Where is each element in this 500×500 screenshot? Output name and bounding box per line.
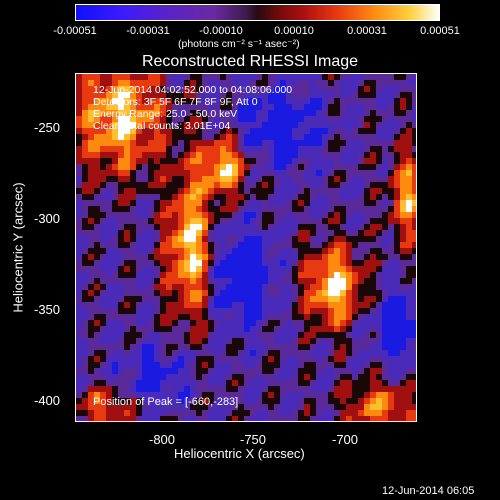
method-counts-text: Clean Total counts: 3.01E+04 — [93, 120, 231, 132]
y-tick-label: -350 — [34, 302, 61, 317]
colorbar — [75, 4, 440, 21]
colorbar-tick: -0.00051 — [53, 25, 97, 37]
x-tick-label: -700 — [331, 432, 359, 447]
colorbar-tick: 0.00010 — [274, 25, 314, 37]
y-tick-label: -400 — [34, 393, 61, 408]
x-axis-label: Heliocentric X (arcsec) — [174, 446, 305, 461]
peak-position-text: Position of Peak = [-660,-283] — [93, 396, 239, 408]
detectors-text: Detectors: 3F 5F 6F 7F 8F 9F, Att 0 — [93, 96, 258, 108]
image-plot-area[interactable] — [75, 73, 417, 422]
colorbar-tick: -0.00031 — [126, 25, 170, 37]
energy-range-text: Energy Range: 25.0 - 50.0 keV — [93, 108, 238, 120]
x-tick-label: -750 — [239, 432, 267, 447]
y-tick-label: -300 — [34, 211, 61, 226]
image-title: Reconstructed RHESSI Image — [141, 53, 359, 70]
colorbar-tick: -0.00010 — [199, 25, 243, 37]
colorbar-tick: 0.00051 — [420, 25, 460, 37]
x-tick-label: -800 — [148, 432, 176, 447]
y-axis-label: Heliocentric Y (arcsec) — [10, 182, 26, 313]
colorbar-tick: 0.00031 — [347, 25, 387, 37]
rhessi-image-heatmap — [76, 74, 416, 421]
timestamp-footer: 12-Jun-2014 06:05 — [382, 485, 475, 497]
y-tick-label: -250 — [34, 120, 61, 135]
colorbar-unit-label: (photons cm⁻² s⁻¹ asec⁻²) — [178, 38, 300, 50]
time-range-text: 12-Jun-2014 04:02:52.000 to 04:08:06.000 — [93, 84, 293, 96]
